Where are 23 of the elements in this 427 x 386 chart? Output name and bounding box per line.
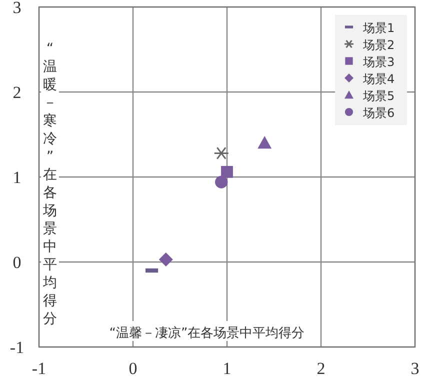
point	[158, 252, 173, 266]
x-tick-label: 0	[128, 359, 138, 378]
legend-label: 场景1	[362, 21, 395, 35]
legend-label: 场景6	[362, 106, 395, 120]
text: “温暖－寒冷”在各场景中平均得分	[43, 41, 57, 327]
x-tick-label: -1	[32, 359, 46, 378]
y-tick-label: 3	[12, 0, 22, 17]
x-axis-title: “温馨－凄凉”在各场景中平均得分	[109, 326, 305, 341]
y-tick-label: 0	[12, 253, 22, 272]
legend-label: 场景4	[362, 72, 395, 86]
y-tick-label: -1	[10, 338, 24, 357]
y-tick-label: 2	[12, 83, 22, 102]
legend-label: 场景3	[362, 55, 395, 69]
x-tick-label: 3	[410, 359, 420, 378]
point	[215, 176, 228, 188]
x-tick-label: 2	[316, 359, 326, 378]
point	[258, 136, 272, 149]
legend-label: 场景5	[362, 89, 395, 103]
point	[214, 146, 230, 160]
y-tick-label: 1	[12, 168, 22, 187]
legend-label: 场景2	[362, 38, 395, 52]
point	[221, 166, 233, 178]
x-tick-label: 1	[222, 359, 232, 378]
